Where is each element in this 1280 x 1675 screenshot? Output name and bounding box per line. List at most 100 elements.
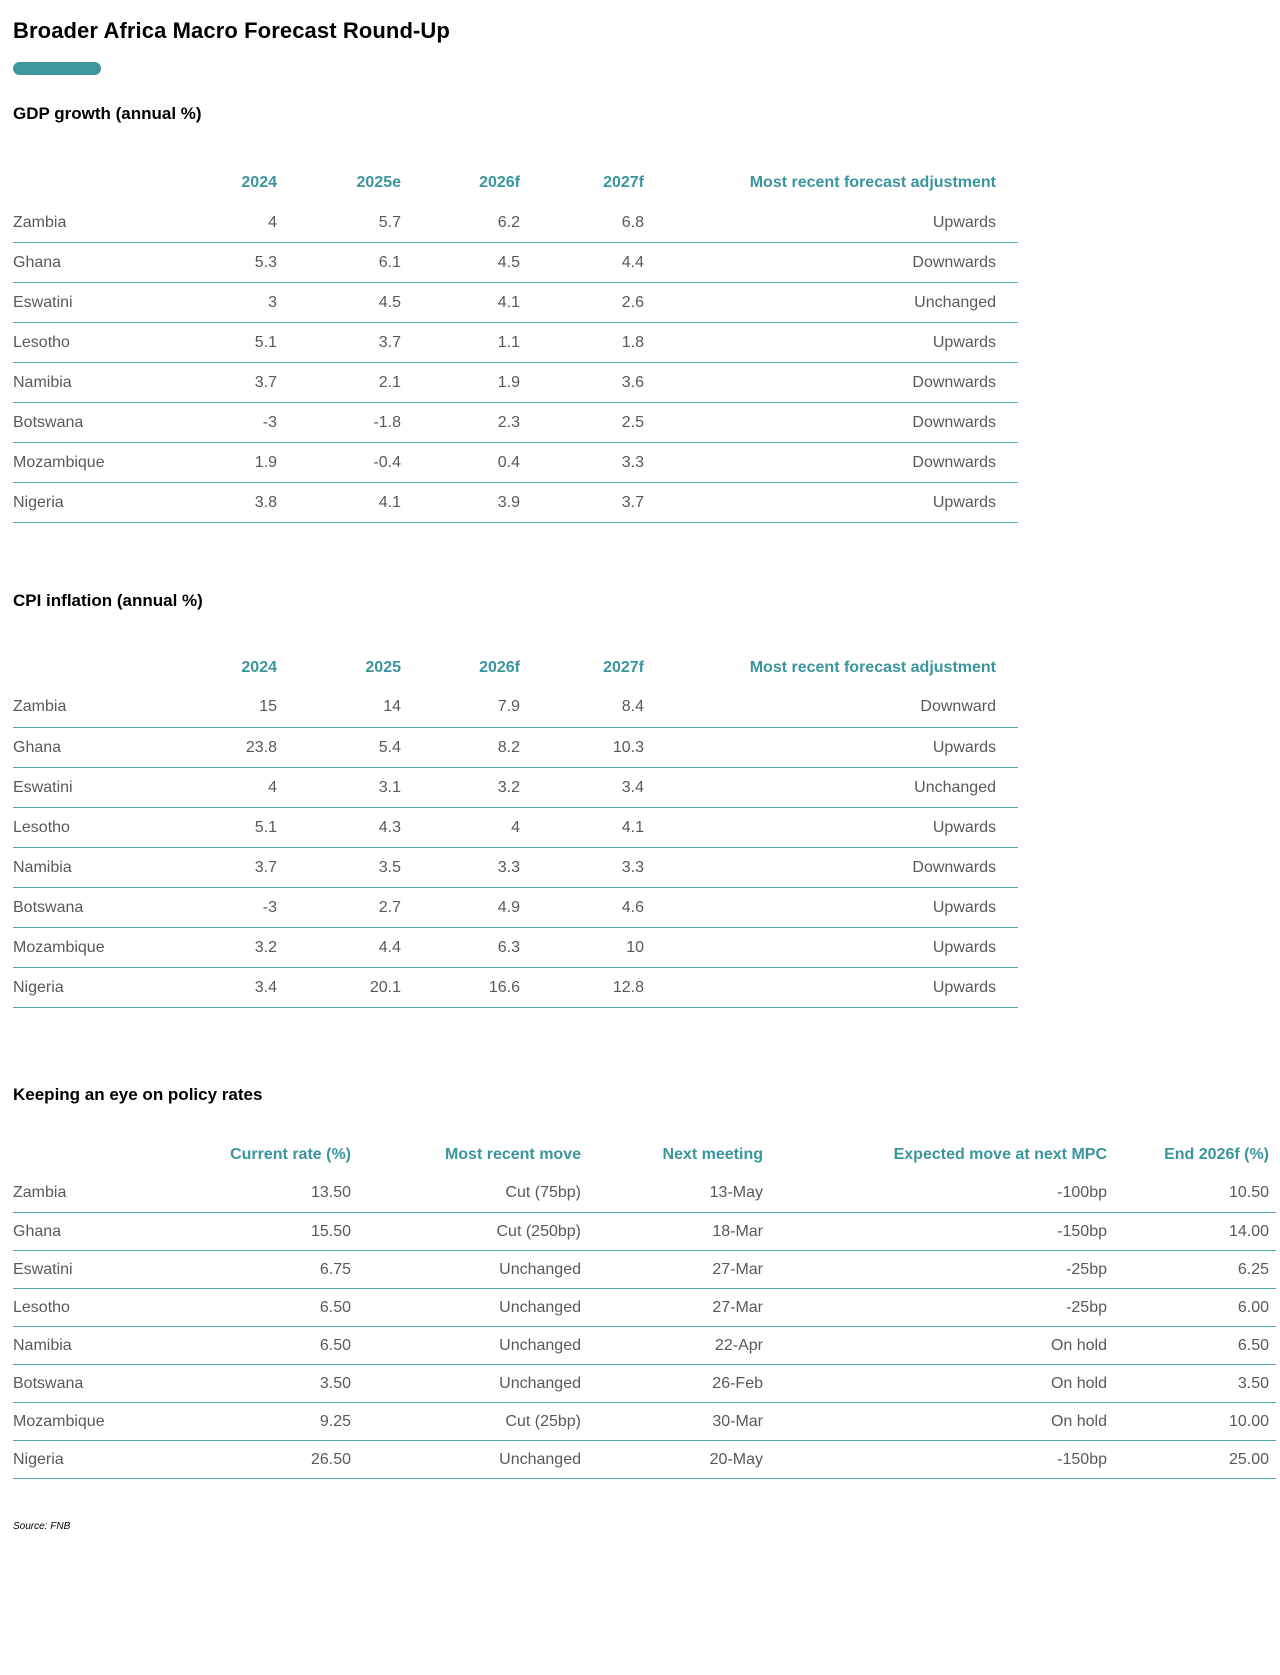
- value-cell: Downward: [644, 687, 1018, 729]
- value-cell: 4.1: [277, 482, 401, 524]
- value-cell: Unchanged: [351, 1288, 581, 1328]
- value-cell: 3.1: [277, 767, 401, 809]
- policy-rates-table: Current rate (%) Most recent move Next mee…: [13, 1135, 1276, 1480]
- table-row: Zambia 15 14 7.9 8.4 Downward: [13, 687, 1018, 729]
- value-cell: 15.50: [173, 1212, 351, 1252]
- column-header: Most recent forecast adjustment: [749, 658, 996, 676]
- value-cell: 5.3: [163, 242, 277, 284]
- value-cell: 13-May: [581, 1174, 763, 1214]
- value-cell: Unchanged: [351, 1364, 581, 1404]
- value-cell: Upwards: [644, 482, 1018, 524]
- value-cell: 30-Mar: [581, 1402, 763, 1442]
- table-row: Mozambique 3.2 4.4 6.3 10 Upwards: [13, 927, 1018, 969]
- value-cell: 14: [277, 687, 401, 729]
- country-cell: Lesotho: [13, 1288, 173, 1328]
- value-cell: -3: [163, 887, 277, 929]
- value-cell: 3.3: [520, 847, 644, 889]
- value-cell: 10.50: [1107, 1174, 1276, 1214]
- value-cell: Upwards: [644, 727, 1018, 769]
- value-cell: 6.50: [173, 1326, 351, 1366]
- column-header: Most recent forecast adjustment: [749, 173, 996, 191]
- value-cell: 3.7: [277, 322, 401, 364]
- value-cell: 4.6: [520, 887, 644, 929]
- value-cell: -25bp: [763, 1288, 1107, 1328]
- table-row: Lesotho 5.1 4.3 4 4.1 Upwards: [13, 807, 1018, 849]
- value-cell: 3: [163, 282, 277, 324]
- country-cell: Nigeria: [13, 482, 163, 524]
- value-cell: 6.3: [401, 927, 520, 969]
- value-cell: 22-Apr: [581, 1326, 763, 1366]
- gdp-header-row: 2024 2025e 2026f 2027f Most recent forecast …: [13, 163, 1018, 203]
- country-cell: Namibia: [13, 1326, 173, 1366]
- value-cell: -0.4: [277, 442, 401, 484]
- value-cell: 3.7: [163, 362, 277, 404]
- value-cell: 3.2: [163, 927, 277, 969]
- value-cell: 5.1: [163, 807, 277, 849]
- column-header: 2026f: [479, 173, 520, 191]
- value-cell: Downwards: [644, 442, 1018, 484]
- value-cell: 3.7: [520, 482, 644, 524]
- value-cell: 9.25: [173, 1402, 351, 1442]
- column-header: 2024: [241, 658, 277, 676]
- country-cell: Lesotho: [13, 807, 163, 849]
- value-cell: 1.9: [401, 362, 520, 404]
- value-cell: Unchanged: [351, 1440, 581, 1480]
- column-header: 2025e: [356, 173, 402, 191]
- value-cell: 3.9: [401, 482, 520, 524]
- value-cell: -1.8: [277, 402, 401, 444]
- value-cell: 4.3: [277, 807, 401, 849]
- value-cell: 27-Mar: [581, 1288, 763, 1328]
- value-cell: 15: [163, 687, 277, 729]
- table-row: Zambia 4 5.7 6.2 6.8 Upwards: [13, 202, 1018, 244]
- value-cell: Unchanged: [351, 1250, 581, 1290]
- value-cell: 0.4: [401, 442, 520, 484]
- table-row: Nigeria 3.4 20.1 16.6 12.8 Upwards: [13, 967, 1018, 1009]
- country-cell: Mozambique: [13, 1402, 173, 1442]
- value-cell: Downwards: [644, 847, 1018, 889]
- value-cell: 3.6: [520, 362, 644, 404]
- country-cell: Namibia: [13, 362, 163, 404]
- country-cell: Mozambique: [13, 927, 163, 969]
- country-cell: Eswatini: [13, 767, 163, 809]
- value-cell: -150bp: [763, 1212, 1107, 1252]
- value-cell: 4.5: [277, 282, 401, 324]
- table-row: Zambia 13.50 Cut (75bp) 13-May -100bp 10.50: [13, 1174, 1276, 1214]
- source-note: Source: FNB: [13, 1521, 71, 1533]
- page-title: Broader Africa Macro Forecast Round-Up: [13, 18, 450, 43]
- country-cell: Eswatini: [13, 282, 163, 324]
- section-heading-cpi-inflation: CPI inflation (annual %): [13, 591, 203, 611]
- value-cell: Cut (250bp): [351, 1212, 581, 1252]
- value-cell: 4.9: [401, 887, 520, 929]
- value-cell: 6.8: [520, 202, 644, 244]
- value-cell: 8.2: [401, 727, 520, 769]
- value-cell: Unchanged: [644, 767, 1018, 809]
- country-cell: Botswana: [13, 402, 163, 444]
- value-cell: 6.00: [1107, 1288, 1276, 1328]
- table-row: Lesotho 5.1 3.7 1.1 1.8 Upwards: [13, 322, 1018, 364]
- value-cell: Downwards: [644, 362, 1018, 404]
- table-row: Mozambique 1.9 -0.4 0.4 3.3 Downwards: [13, 442, 1018, 484]
- column-header: Most recent move: [444, 1145, 581, 1163]
- value-cell: 23.8: [163, 727, 277, 769]
- table-row: Ghana 5.3 6.1 4.5 4.4 Downwards: [13, 242, 1018, 284]
- value-cell: Cut (75bp): [351, 1174, 581, 1214]
- value-cell: 2.6: [520, 282, 644, 324]
- value-cell: 2.1: [277, 362, 401, 404]
- value-cell: Upwards: [644, 967, 1018, 1009]
- country-cell: Zambia: [13, 1174, 173, 1214]
- value-cell: 7.9: [401, 687, 520, 729]
- value-cell: 27-Mar: [581, 1250, 763, 1290]
- value-cell: 1.8: [520, 322, 644, 364]
- table-row: Mozambique 9.25 Cut (25bp) 30-Mar On hold 10.…: [13, 1402, 1276, 1442]
- value-cell: 5.1: [163, 322, 277, 364]
- column-header: Expected move at next MPC: [893, 1145, 1107, 1163]
- country-cell: Namibia: [13, 847, 163, 889]
- value-cell: 2.7: [277, 887, 401, 929]
- table-row: Eswatini 3 4.5 4.1 2.6 Unchanged: [13, 282, 1018, 324]
- value-cell: 1.9: [163, 442, 277, 484]
- value-cell: 26-Feb: [581, 1364, 763, 1404]
- country-cell: Ghana: [13, 242, 163, 284]
- table-row: Botswana -3 -1.8 2.3 2.5 Downwards: [13, 402, 1018, 444]
- value-cell: 4.4: [277, 927, 401, 969]
- value-cell: 3.50: [173, 1364, 351, 1404]
